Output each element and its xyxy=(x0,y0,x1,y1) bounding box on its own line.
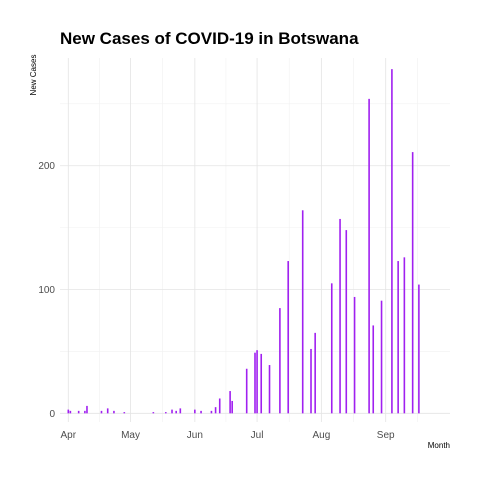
bar xyxy=(245,368,248,414)
bar xyxy=(256,350,258,414)
y-tick-label: 200 xyxy=(38,161,55,172)
bar xyxy=(418,284,420,414)
bar xyxy=(152,412,155,414)
bar xyxy=(254,352,256,414)
bar xyxy=(411,152,414,414)
chart-title: New Cases of COVID-19 in Botswana xyxy=(60,29,359,48)
bar xyxy=(84,410,86,414)
x-tick-label: Jul xyxy=(251,430,264,441)
bar xyxy=(345,230,348,414)
bar xyxy=(77,410,80,414)
x-axis-label: Month xyxy=(428,441,450,450)
bar xyxy=(314,332,316,414)
x-tick-label: May xyxy=(121,430,140,441)
bar xyxy=(165,412,167,414)
bar xyxy=(106,408,109,414)
x-tick-label: Jun xyxy=(187,430,203,441)
bar xyxy=(200,410,202,414)
x-axis-ticks: Apr May Jun Jul Aug Sep xyxy=(61,430,396,441)
bar xyxy=(279,308,281,414)
bar xyxy=(179,408,182,414)
bar xyxy=(397,261,399,414)
bar xyxy=(218,398,221,414)
x-tick-label: Aug xyxy=(312,430,330,441)
bar xyxy=(69,410,72,414)
grid-lines xyxy=(60,58,450,422)
y-axis-ticks: 0 100 200 xyxy=(38,161,55,420)
y-tick-label: 0 xyxy=(49,409,55,420)
bar xyxy=(330,283,333,414)
bar xyxy=(339,218,341,414)
bar xyxy=(368,98,370,414)
bar xyxy=(403,257,406,414)
bar xyxy=(100,410,103,414)
bar xyxy=(214,407,217,414)
bar xyxy=(353,296,356,414)
bar xyxy=(231,400,233,414)
bar xyxy=(391,69,393,414)
bar xyxy=(171,409,173,414)
bar xyxy=(113,410,115,414)
bar xyxy=(175,410,177,414)
y-tick-label: 100 xyxy=(38,285,55,296)
bar xyxy=(260,353,263,414)
bar xyxy=(268,365,271,414)
bar xyxy=(123,412,126,414)
bar xyxy=(310,348,312,414)
bar xyxy=(86,405,88,414)
bar xyxy=(210,410,213,414)
bar-series xyxy=(67,69,420,414)
x-tick-label: Apr xyxy=(61,430,77,441)
y-axis-label: New Cases xyxy=(29,55,38,96)
bar xyxy=(67,409,70,414)
bar xyxy=(380,300,383,414)
bar xyxy=(372,325,375,414)
bar xyxy=(287,261,289,414)
x-tick-label: Sep xyxy=(377,430,395,441)
bar xyxy=(194,409,196,414)
bar xyxy=(301,210,304,414)
bar xyxy=(229,391,231,414)
